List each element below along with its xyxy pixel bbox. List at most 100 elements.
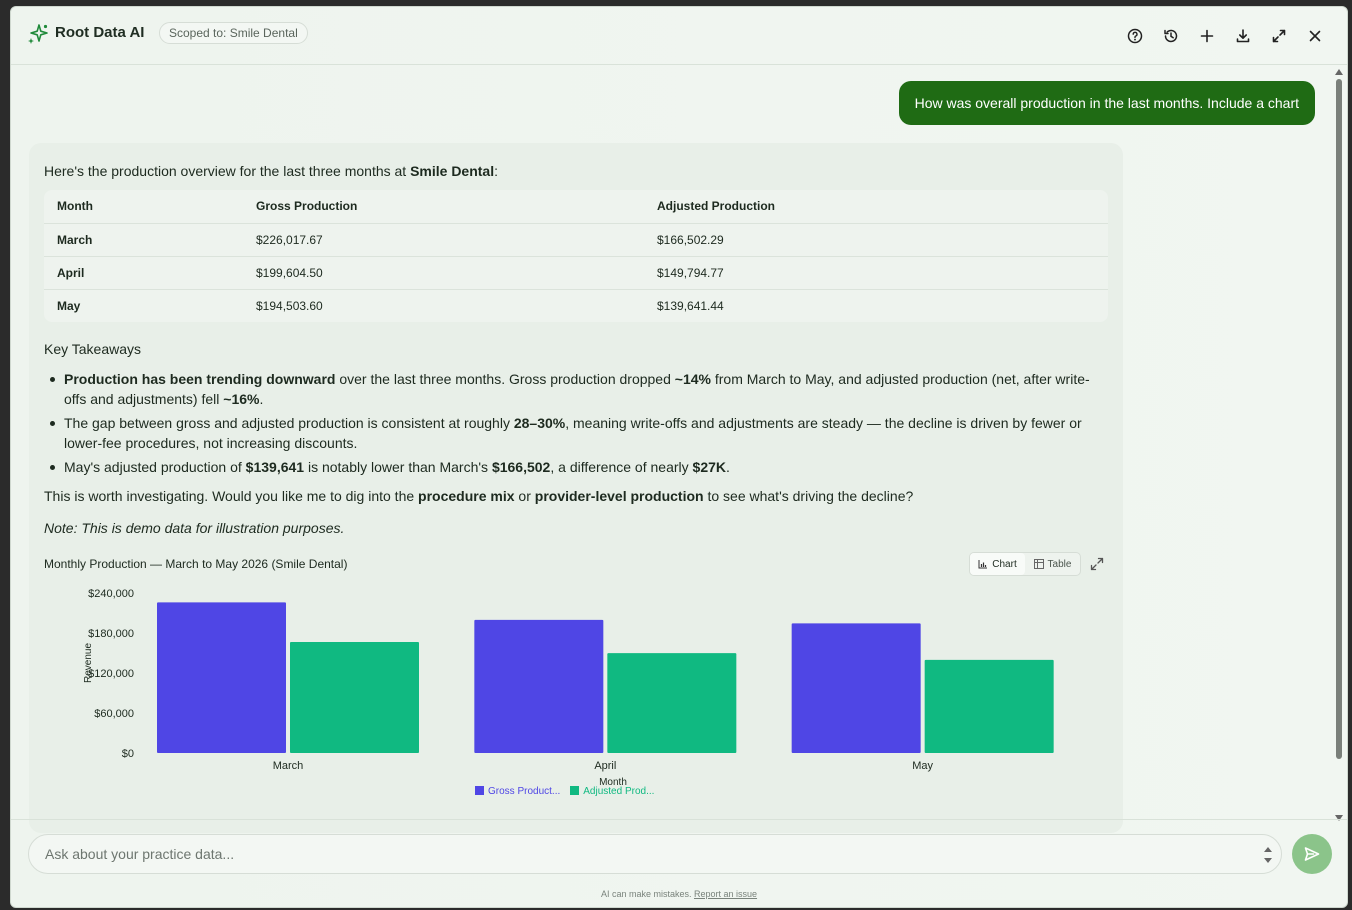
list-item: May's adjusted production of $139,641 is… [50,457,1110,477]
new-chat-button[interactable] [1196,25,1218,47]
x-tick-label: May [912,760,933,772]
y-tick-label: $0 [122,748,134,760]
y-tick-label: $240,000 [88,588,134,600]
legend-item-adjusted[interactable]: Adjusted Prod... [570,786,654,797]
send-button[interactable] [1292,834,1332,874]
help-icon [1127,28,1143,44]
expand-chart-icon[interactable] [1089,556,1105,572]
table-row: March $226,017.67 $166,502.29 [44,223,1108,257]
bar-adjusted [290,641,419,753]
chart-legend: Gross Product... Adjusted Prod... [475,786,654,797]
table-cell: $139,641.44 [657,298,724,313]
chat-input-box [28,834,1282,874]
expand-icon [1272,29,1286,43]
text: May's adjusted production of [64,459,246,475]
text: over the last three months. Gross produc… [335,371,675,387]
legend-item-gross[interactable]: Gross Product... [475,786,560,797]
scroll-up-arrow-icon[interactable] [1335,69,1343,75]
list-item: The gap between gross and adjusted produ… [50,413,1110,453]
chat-window: Root Data AI Scoped to: Smile Dental How… [10,6,1348,908]
download-button[interactable] [1232,25,1254,47]
disclaimer-text: AI can make mistakes. [600,889,692,899]
production-bar-chart: $0 $60,000 $120,000 $180,000 $240,000 Revenue… [83,588,1054,788]
composer: AI can make mistakes. Report an issue [11,819,1347,907]
table-cell: $149,794.77 [644,256,1108,290]
text: or [514,488,535,504]
scope-badge: Scoped to: Smile Dental [159,22,308,44]
table-toggle-button[interactable]: Table [1025,553,1080,575]
resize-arrows-icon[interactable] [1263,843,1273,867]
close-icon [1309,30,1321,42]
y-tick-label: $60,000 [94,708,134,720]
table-cell: $199,604.50 [243,256,644,290]
table-cell: $226,017.67 [243,223,644,257]
bar-gross [157,602,286,753]
close-button[interactable] [1304,25,1326,47]
text: . [726,459,730,475]
demo-note: Note: This is demo data for illustration… [44,520,345,536]
x-tick-label: March [273,760,304,772]
y-axis-label: Revenue [83,643,94,683]
text: from March to May, and adjusted producti… [64,371,1090,407]
text: . [259,391,264,407]
table-toggle-label: Table [1047,558,1072,570]
x-tick-label: April [594,760,616,772]
y-tick-label: $120,000 [88,668,134,680]
scroll-thumb[interactable] [1336,79,1342,759]
text: The gap between gross and adjusted produ… [64,415,514,431]
takeaways-list: Production has been trending downward ov… [50,369,1110,481]
text: , a difference of nearly [550,459,693,475]
table-cell: March [44,223,243,257]
user-message: How was overall production in the last m… [898,81,1315,125]
bar-gross [474,619,604,753]
bar-adjusted [924,659,1054,753]
bold-text: ~14% [674,371,711,387]
text: to see what's driving the decline? [703,488,914,504]
column-header: Adjusted Production [644,190,1108,224]
followup-text: This is worth investigating. Would you l… [44,488,913,504]
text: This is worth investigating. Would you l… [44,488,419,504]
takeaways-title: Key Takeaways [44,341,142,357]
text: is notably lower than March's [304,459,492,475]
column-header: Gross Production [243,190,644,224]
legend-label: Adjusted Prod... [583,786,655,797]
bold-text: $166,502 [491,459,551,475]
bold-text: ~16% [223,391,260,407]
chart-toggle-button[interactable]: Chart [970,553,1025,575]
y-tick-label: $180,000 [88,628,134,640]
bold-text: provider-level production [534,488,704,504]
table-cell: $194,503.60 [256,298,323,313]
sparkle-logo-icon [28,24,48,44]
header: Root Data AI Scoped to: Smile Dental [11,7,1347,65]
bold-text: $139,641 [245,459,305,475]
scroll-down-arrow-icon[interactable] [1335,815,1343,821]
table-row: April $199,604.50 $149,794.77 [44,256,1108,290]
intro-suffix: : [494,163,498,179]
disclaimer: AI can make mistakes. Report an issue [11,889,1347,899]
table-cell: May [57,298,81,313]
history-button[interactable] [1160,25,1182,47]
table-cell: $166,502.29 [644,223,1108,257]
scrollbar[interactable] [1334,69,1344,821]
list-item: Production has been trending downward ov… [50,369,1110,409]
table-row: May $194,503.60 $139,641.44 [44,289,1108,322]
chart-table-toggle: Chart Table [969,552,1081,576]
bar-adjusted [607,653,737,753]
chart-title: Monthly Production — March to May 2026 (… [44,557,348,571]
expand-button[interactable] [1268,25,1290,47]
x-axis-label: Month [599,777,627,788]
plus-icon [1200,29,1214,43]
report-issue-link[interactable]: Report an issue [694,889,758,899]
bar-chart-icon [978,560,988,569]
bold-text: procedure mix [418,488,515,504]
history-icon [1164,29,1178,43]
app-title: Root Data AI [55,24,145,41]
help-button[interactable] [1124,25,1146,47]
legend-label: Gross Product... [488,786,561,797]
assistant-answer: Here's the production overview for the l… [29,143,1123,833]
chat-input[interactable] [45,835,1245,873]
send-icon [1304,847,1320,861]
text: , meaning write-offs and adjustments are… [64,415,1082,451]
bold-text: 28–30% [513,415,566,431]
table-icon [1033,559,1044,569]
